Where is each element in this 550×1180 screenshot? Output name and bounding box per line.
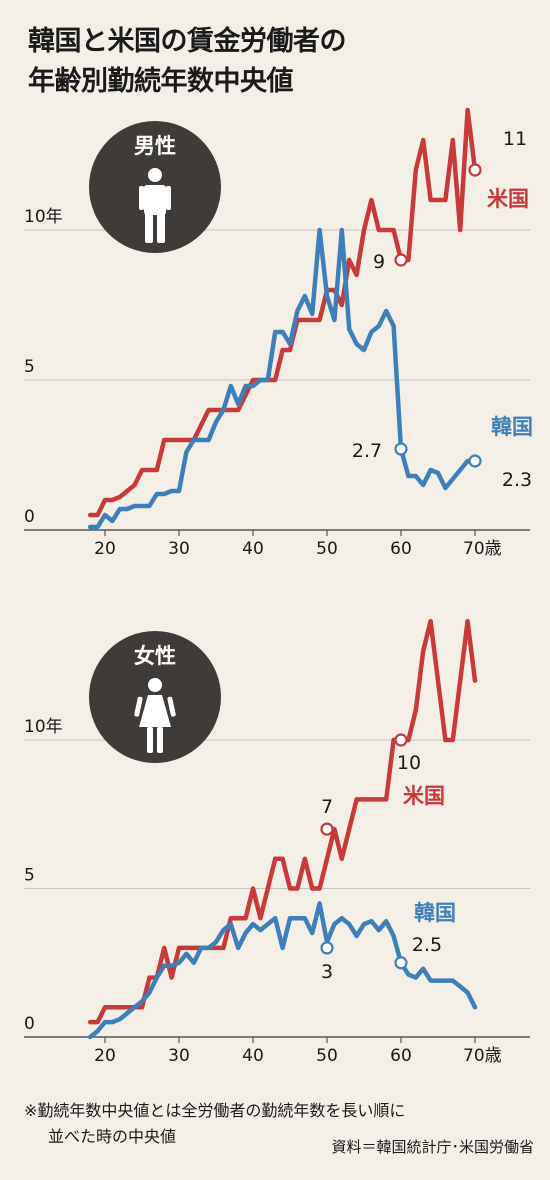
series-label-us: 米国 — [403, 784, 445, 808]
x-tick-label: 50 — [316, 1046, 338, 1066]
data-point-marker — [394, 956, 408, 970]
x-tick-label: 70歳 — [463, 1046, 502, 1066]
figure-dress — [139, 695, 171, 727]
y-tick-label: 10年 — [24, 207, 63, 227]
figure-leg — [147, 727, 153, 753]
figure-arm — [139, 186, 144, 210]
data-point-marker — [468, 163, 482, 177]
data-label: 7 — [321, 796, 333, 818]
data-label: 2.5 — [412, 934, 442, 956]
y-tick-label: 0 — [24, 1014, 35, 1034]
x-tick-label: 20 — [94, 1046, 116, 1066]
title-line-1: 韓国と米国の賃金労働者の — [28, 26, 347, 57]
data-label: 9 — [373, 251, 385, 273]
x-tick-label: 60 — [390, 539, 412, 559]
man-figure-icon — [139, 168, 171, 243]
y-tick-label: 10年 — [24, 717, 63, 737]
series-label-korea: 韓国 — [414, 901, 456, 925]
x-tick-label: 40 — [242, 1046, 264, 1066]
data-label: 2.3 — [502, 469, 532, 491]
chart-title: 韓国と米国の賃金労働者の 年齢別勤続年数中央値 — [28, 22, 347, 102]
footnote-line-2: 並べた時の中央値 — [48, 1127, 177, 1146]
figure-head — [148, 168, 162, 182]
male-panel: 0 5 10年 20 30 40 50 60 70歳 男性 9 11 米国 2.7 2.3 韓国 — [24, 107, 533, 559]
series-line-korea — [87, 227, 478, 530]
series-label-korea: 韓国 — [491, 415, 533, 439]
title-line-2: 年齢別勤続年数中央値 — [28, 66, 294, 97]
y-tick-label: 0 — [24, 507, 35, 527]
data-point-marker — [468, 454, 482, 468]
panel-label: 男性 — [134, 134, 176, 158]
figure-leg — [145, 213, 153, 243]
y-tick-label: 5 — [24, 357, 35, 377]
footnote-line-1: ※勤続年数中央値とは全労働者の勤続年数を長い順に — [24, 1101, 406, 1120]
figure-arm — [134, 696, 143, 717]
x-tick-label: 50 — [316, 539, 338, 559]
data-point-marker — [394, 733, 408, 747]
x-tick-label: 40 — [242, 539, 264, 559]
figure-head — [148, 678, 162, 692]
data-point-marker — [320, 941, 334, 955]
data-point-marker — [320, 822, 334, 836]
series-line-us — [87, 107, 478, 518]
woman-figure-icon — [134, 678, 176, 753]
figure-leg — [157, 213, 165, 243]
data-label: 10 — [397, 752, 421, 774]
footnote: ※勤続年数中央値とは全労働者の勤続年数を長い順に 並べた時の中央値 — [24, 1098, 405, 1150]
figure-arm — [167, 696, 176, 717]
data-point-marker — [394, 253, 408, 267]
x-tick-label: 20 — [94, 539, 116, 559]
data-label: 3 — [321, 961, 333, 983]
figure-leg — [157, 727, 163, 753]
x-tick-label: 70歳 — [463, 539, 502, 559]
figure-body — [144, 185, 166, 215]
data-label: 2.7 — [352, 440, 382, 462]
female-panel: 0 5 10年 20 30 40 50 60 70歳 女性 7 10 米国 3 2.5 韓国 — [24, 618, 530, 1066]
data-label: 11 — [503, 128, 527, 150]
panel-label: 女性 — [134, 644, 176, 668]
source-credit: 資料＝韓国統計庁･米国労働省 — [331, 1138, 534, 1156]
series-label-us: 米国 — [487, 187, 529, 211]
data-point-marker — [394, 442, 408, 456]
x-tick-label: 30 — [168, 539, 190, 559]
x-tick-label: 60 — [390, 1046, 412, 1066]
x-tick-label: 30 — [168, 1046, 190, 1066]
figure-arm — [166, 186, 171, 210]
y-tick-label: 5 — [24, 866, 35, 886]
series-line-korea — [87, 901, 478, 1040]
